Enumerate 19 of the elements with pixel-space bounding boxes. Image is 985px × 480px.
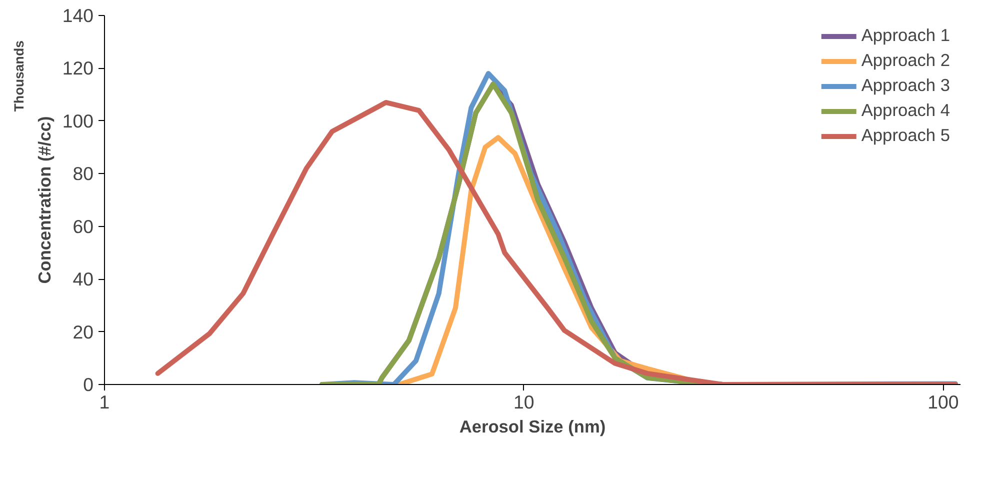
y-tick-label: 20	[72, 321, 94, 342]
legend-label: Approach 5	[861, 125, 950, 146]
y-tick-label: 100	[62, 110, 94, 132]
y-axis-title: Concentration (#/cc)	[34, 116, 54, 284]
x-tick-label: 10	[513, 392, 534, 412]
text: Thousands	[12, 40, 26, 112]
legend-label: Approach 1	[861, 25, 950, 46]
x-tick-label: 100	[928, 392, 959, 412]
y-tick-label: 60	[72, 216, 94, 237]
x-axis-title: Aerosol Size (nm)	[459, 416, 606, 436]
legend-label: Approach 3	[861, 75, 950, 96]
legend-label: Approach 4	[861, 100, 950, 121]
y-tick-label: 120	[62, 58, 94, 79]
y-tick-label: 80	[72, 163, 94, 184]
y-tick-label: 0	[83, 374, 94, 395]
x-tick-label: 1	[99, 392, 110, 412]
y-tick-label: 40	[72, 268, 94, 290]
legend-label: Approach 2	[861, 50, 950, 71]
y-tick-label: 140	[62, 5, 94, 26]
